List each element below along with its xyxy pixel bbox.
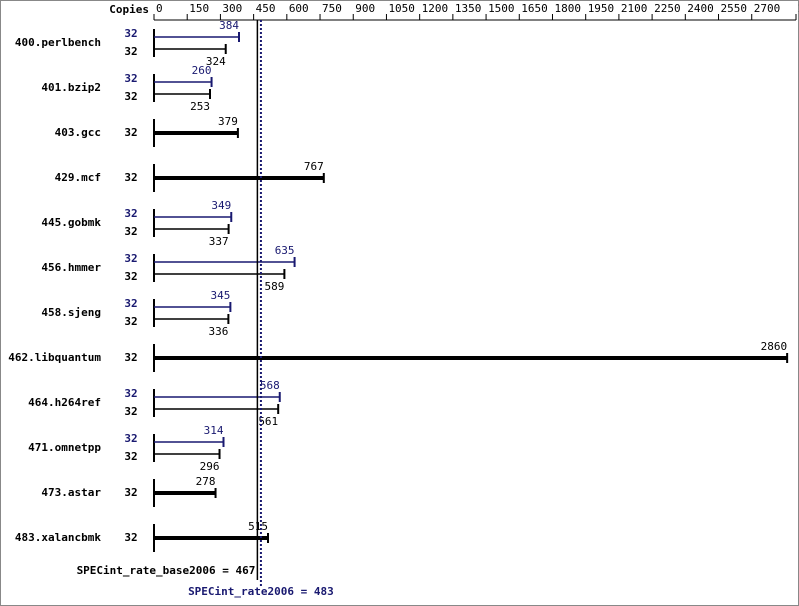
value-label: 2860 xyxy=(761,340,788,353)
value-label: 345 xyxy=(211,289,231,302)
copies: 32 xyxy=(124,207,137,220)
x-tick-label: 1800 xyxy=(554,2,581,15)
value-label: 379 xyxy=(218,115,238,128)
category-label: 464.h264ref xyxy=(28,396,101,409)
category-label: 458.sjeng xyxy=(41,306,101,319)
copies: 32 xyxy=(124,72,137,85)
x-tick-label: 1650 xyxy=(521,2,548,15)
copies: 32 xyxy=(124,270,137,283)
category-label: 471.omnetpp xyxy=(28,441,101,454)
value-label: 253 xyxy=(190,100,210,113)
value-label: 337 xyxy=(209,235,229,248)
copies: 32 xyxy=(124,90,137,103)
copies: 32 xyxy=(124,387,137,400)
x-tick-label: 1950 xyxy=(588,2,615,15)
x-tick-label: 2550 xyxy=(721,2,748,15)
copies: 32 xyxy=(124,315,137,328)
category-label: 483.xalancbmk xyxy=(15,531,101,544)
x-tick-label: 1500 xyxy=(488,2,515,15)
copies: 32 xyxy=(124,432,137,445)
x-tick-label: 2400 xyxy=(687,2,714,15)
copies: 32 xyxy=(124,351,137,364)
x-tick-label: 1350 xyxy=(455,2,482,15)
x-tick-label: 450 xyxy=(256,2,276,15)
category-label: 462.libquantum xyxy=(8,351,101,364)
x-tick-label: 300 xyxy=(222,2,242,15)
x-tick-label: 2100 xyxy=(621,2,648,15)
value-label: 314 xyxy=(204,424,224,437)
category-label: 429.mcf xyxy=(55,171,101,184)
value-label: 278 xyxy=(196,475,216,488)
copies: 32 xyxy=(124,45,137,58)
copies: 32 xyxy=(124,297,137,310)
value-label: 336 xyxy=(209,325,229,338)
category-label: 400.perlbench xyxy=(15,36,101,49)
value-label: 767 xyxy=(304,160,324,173)
category-label: 403.gcc xyxy=(55,126,101,139)
copies: 32 xyxy=(124,405,137,418)
reference-label: SPECint_rate2006 = 483 xyxy=(188,585,334,598)
value-label: 324 xyxy=(206,55,226,68)
x-tick-label: 900 xyxy=(355,2,375,15)
category-label: 473.astar xyxy=(41,486,101,499)
copies: 32 xyxy=(124,486,137,499)
reference-label: SPECint_rate_base2006 = 467 xyxy=(77,564,256,577)
value-label: 296 xyxy=(200,460,220,473)
value-label: 384 xyxy=(219,19,239,32)
copies: 32 xyxy=(124,450,137,463)
value-label: 635 xyxy=(275,244,295,257)
category-label: 456.hmmer xyxy=(41,261,101,274)
x-tick-label: 750 xyxy=(322,2,342,15)
value-label: 589 xyxy=(265,280,285,293)
value-label: 568 xyxy=(260,379,280,392)
copies: 32 xyxy=(124,126,137,139)
copies: 32 xyxy=(124,171,137,184)
copies-header: Copies xyxy=(109,3,149,16)
value-label: 349 xyxy=(211,199,231,212)
copies: 32 xyxy=(124,27,137,40)
x-tick-label: 2700 xyxy=(754,2,781,15)
copies: 32 xyxy=(124,252,137,265)
x-tick-label: 0 xyxy=(156,2,163,15)
x-tick-label: 1050 xyxy=(388,2,415,15)
x-tick-label: 150 xyxy=(189,2,209,15)
x-tick-label: 1200 xyxy=(422,2,449,15)
x-tick-label: 2250 xyxy=(654,2,681,15)
copies: 32 xyxy=(124,225,137,238)
category-label: 445.gobmk xyxy=(41,216,101,229)
value-label: 561 xyxy=(258,415,278,428)
copies: 32 xyxy=(124,531,137,544)
value-label: 260 xyxy=(192,64,212,77)
x-tick-label: 600 xyxy=(289,2,309,15)
category-label: 401.bzip2 xyxy=(41,81,101,94)
